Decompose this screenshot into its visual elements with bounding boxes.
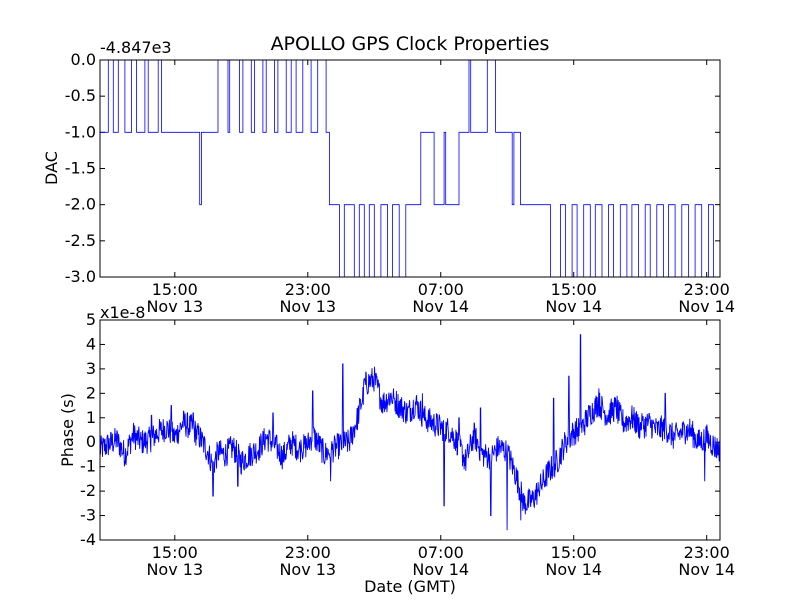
dac-plot-frame [99, 59, 721, 278]
phase-y-tick-label: 3 [86, 359, 96, 378]
dac-y-tick-label: -2.0 [65, 195, 96, 214]
phase-x-tick-time: 23:00 [285, 543, 331, 562]
dac-y-tick-label: 0.0 [71, 50, 96, 69]
dac-x-tick-date: Nov 13 [279, 297, 336, 316]
phase-y-tick-label: 0 [86, 432, 96, 451]
phase-y-tick-label: -3 [80, 506, 96, 525]
chart-title: APOLLO GPS Clock Properties [271, 33, 550, 55]
dac-series-line [100, 59, 714, 278]
phase-xlabel: Date (GMT) [364, 577, 456, 596]
phase-x-tick-time: 15:00 [152, 543, 198, 562]
dac-ylabel: DAC [42, 151, 61, 185]
phase-y-tick-label: -1 [80, 457, 96, 476]
dac-x-tick-time: 15:00 [551, 280, 597, 299]
dac-y-tick-label: -1.5 [65, 159, 96, 178]
phase-x-tick-date: Nov 14 [545, 560, 602, 579]
phase-y-tick-label: -4 [80, 530, 96, 549]
phase-x-tick-date: Nov 13 [146, 560, 203, 579]
phase-x-tick-time: 15:00 [551, 543, 597, 562]
phase-offset-text: x1e-8 [100, 303, 145, 322]
phase-y-ticks: 5 4 3 2 1 0 -1 -2 -3 -4 [80, 310, 720, 549]
phase-y-tick-label: 1 [86, 408, 96, 427]
dac-y-tick-label: -0.5 [65, 86, 96, 105]
dac-x-tick-date: Nov 14 [545, 297, 602, 316]
phase-x-tick-date: Nov 14 [412, 560, 469, 579]
phase-y-tick-label: 5 [86, 310, 96, 329]
dac-x-tick-time: 07:00 [418, 280, 464, 299]
dac-y-tick-label: -1.0 [65, 122, 96, 141]
dac-x-tick-date: Nov 14 [412, 297, 469, 316]
dac-x-tick-date: Nov 13 [146, 297, 203, 316]
dac-offset-text: -4.847e3 [100, 38, 172, 57]
dac-x-tick-time: 23:00 [285, 280, 331, 299]
phase-plot: x1e-8 Phase (s) Date (GMT) 5 4 3 2 1 0 -1 -2 -3 -… [58, 303, 735, 596]
phase-series-line [99, 334, 721, 531]
phase-x-tick-date: Nov 14 [678, 560, 735, 579]
phase-ylabel: Phase (s) [58, 393, 77, 467]
phase-x-tick-time: 23:00 [684, 543, 730, 562]
phase-x-tick-time: 07:00 [418, 543, 464, 562]
phase-y-tick-label: -2 [80, 481, 96, 500]
dac-y-tick-label: -2.5 [65, 231, 96, 250]
dac-x-tick-time: 23:00 [684, 280, 730, 299]
phase-y-tick-label: 2 [86, 383, 96, 402]
dac-plot: APOLLO GPS Clock Properties -4.847e3 DAC… [42, 33, 735, 316]
dac-x-tick-time: 15:00 [152, 280, 198, 299]
dac-x-tick-date: Nov 14 [678, 297, 735, 316]
phase-y-tick-label: 4 [86, 334, 96, 353]
dac-y-tick-label: -3.0 [65, 267, 96, 286]
phase-x-tick-date: Nov 13 [279, 560, 336, 579]
phase-plot-frame [99, 319, 721, 541]
